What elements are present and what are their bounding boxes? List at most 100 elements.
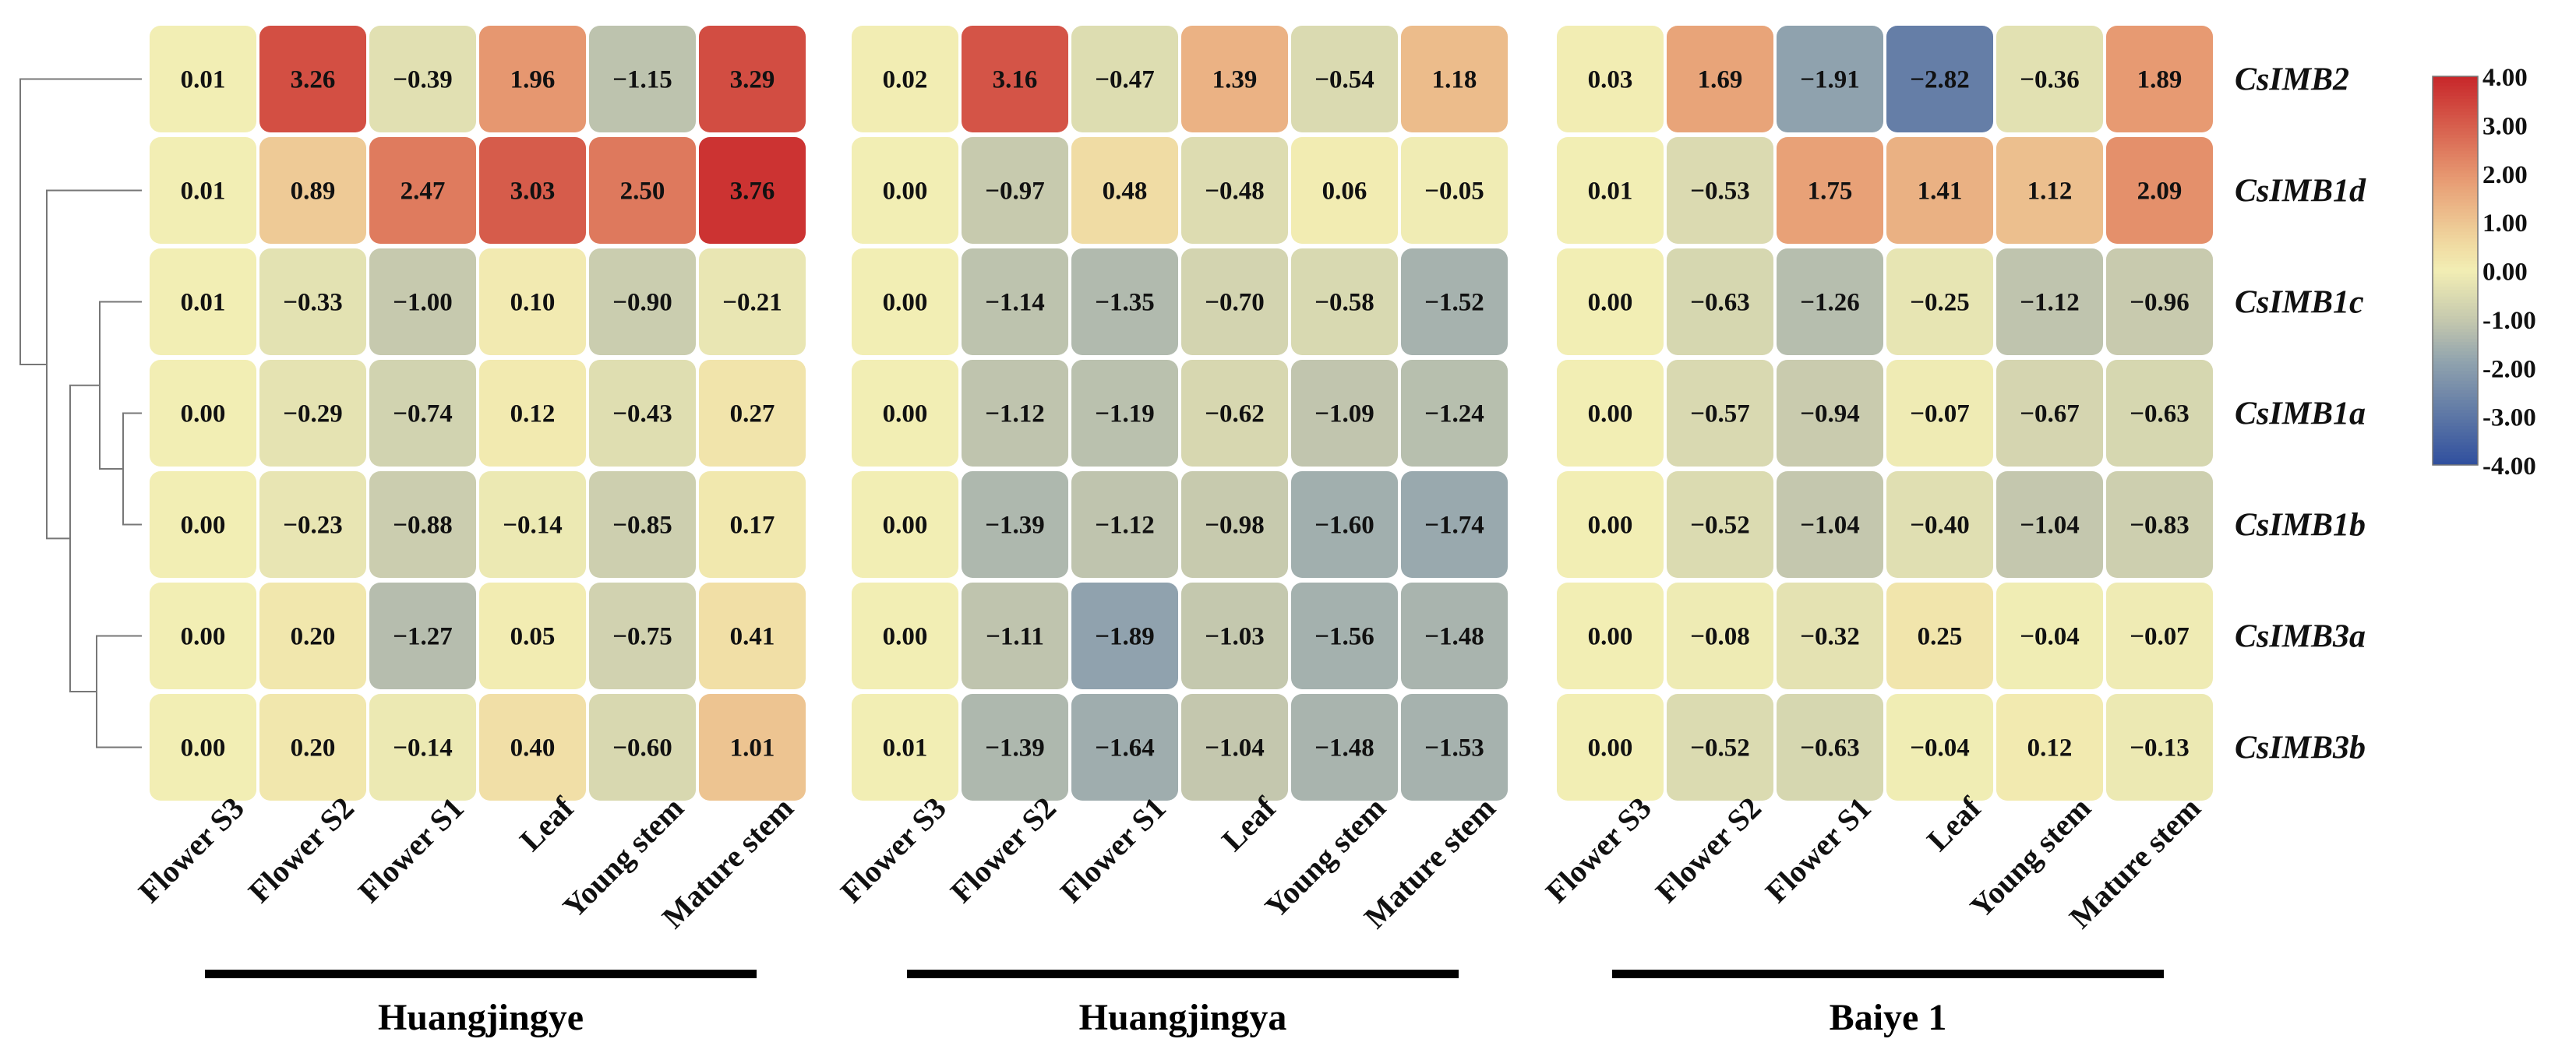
cell-value-label: 0.00	[883, 400, 928, 428]
cell-value-label: 1.89	[2137, 66, 2183, 94]
colorbar-segment	[2433, 131, 2478, 136]
tissue-label-flower-s3: Flower S3	[1539, 791, 1658, 910]
colorbar-segment	[2433, 309, 2478, 314]
colorbar-segment	[2433, 449, 2478, 453]
colorbar-segment	[2433, 76, 2478, 80]
cell-value-label: −1.04	[1205, 734, 1265, 762]
colorbar-segment	[2433, 86, 2478, 90]
cultivar-name-huangjingye: Huangjingye	[378, 997, 584, 1038]
cell-value-label: 0.00	[181, 512, 226, 540]
heatmap-cell	[1181, 26, 1288, 132]
colorbar-segment	[2433, 138, 2478, 142]
colorbar-segment	[2433, 361, 2478, 365]
heatmap-cell	[369, 360, 476, 467]
cell-value-label: −0.70	[1205, 289, 1265, 317]
colorbar-segment	[2433, 380, 2478, 385]
tissue-label-flower-s2: Flower S2	[944, 791, 1063, 910]
cell-value-label: 0.00	[181, 400, 226, 428]
heatmap-cell	[1996, 360, 2103, 467]
cell-value-label: −1.56	[1314, 623, 1374, 651]
colorbar-segment	[2433, 419, 2478, 424]
colorbar-segment	[2433, 319, 2478, 323]
cell-value-label: 0.00	[1588, 400, 1633, 428]
colorbar-segment	[2433, 183, 2478, 187]
colorbar-segment	[2433, 338, 2478, 343]
cell-value-label: 0.00	[883, 623, 928, 651]
heatmap-cell	[1401, 137, 1508, 244]
heatmap-cell	[1777, 137, 1883, 244]
colorbar-segment	[2433, 209, 2478, 213]
cell-value-label: −0.85	[612, 512, 672, 540]
heatmap-cell	[1181, 137, 1288, 244]
colorbar-segment	[2433, 296, 2478, 301]
heatmap-cell	[1401, 26, 1508, 132]
heatmap-cell	[259, 583, 366, 689]
colorbar-segment	[2433, 234, 2478, 239]
cell-value-label: 0.10	[510, 289, 556, 317]
cell-value-label: 3.16	[993, 66, 1038, 94]
cell-value-label: −1.52	[1424, 289, 1484, 317]
heatmap-cell	[479, 694, 586, 801]
cell-value-label: −0.07	[2130, 623, 2190, 651]
colorbar-segment	[2433, 206, 2478, 210]
cell-value-label: 1.39	[1212, 66, 1258, 94]
panel-baiye-1: 0.03 1.69 −1.91 −2.82 −0.36 1.89 0.01 −0.53 1.75…	[1539, 26, 2213, 1038]
cell-value-label: −0.57	[1690, 400, 1750, 428]
tissue-label-flower-s1: Flower S1	[351, 791, 471, 910]
heatmap-cell	[589, 248, 696, 355]
heatmap-cell	[150, 360, 256, 467]
cell-value-label: 3.26	[291, 66, 336, 94]
heatmap-panels: 0.01 3.26 −0.39 1.96 −1.15 3.29 0.01 0.89 2.47 3.…	[132, 26, 2213, 1038]
colorbar-segment	[2433, 270, 2478, 275]
colorbar-segment	[2433, 186, 2478, 191]
colorbar-tick-label: 4.00	[2482, 64, 2528, 92]
colorbar-segment	[2433, 322, 2478, 326]
colorbar-segment	[2433, 215, 2478, 220]
colorbar-segment	[2433, 400, 2478, 404]
cell-value-label: 3.76	[730, 178, 775, 206]
heatmap-cell	[962, 248, 1068, 355]
heatmap-cell	[1667, 137, 1773, 244]
cell-value-label: 3.29	[730, 66, 775, 94]
colorbar-segment	[2433, 111, 2478, 116]
colorbar-segment	[2433, 407, 2478, 410]
colorbar-segment	[2433, 167, 2478, 171]
dendrogram-branch	[69, 384, 100, 692]
cell-value-label: −1.91	[1800, 66, 1860, 94]
colorbar-segment	[2433, 121, 2478, 125]
cell-value-label: −1.35	[1095, 289, 1155, 317]
heatmap-cell	[699, 137, 806, 244]
heatmap-cell	[589, 583, 696, 689]
cell-value-label: −1.26	[1800, 289, 1860, 317]
cell-value-label: −1.14	[985, 289, 1045, 317]
colorbar-segment	[2433, 326, 2478, 329]
heatmap-cell	[589, 26, 696, 132]
heatmap-cell	[699, 360, 806, 467]
cell-value-label: 0.00	[1588, 512, 1633, 540]
heatmap-cell	[150, 137, 256, 244]
heatmap-cell	[1886, 137, 1993, 244]
cell-value-label: −0.60	[612, 734, 672, 762]
gene-label-csimb3b: CsIMB3b	[2235, 731, 2366, 766]
heatmap-cell	[1886, 471, 1993, 578]
heatmap-cell	[1996, 583, 2103, 689]
cell-value-label: −1.27	[393, 623, 453, 651]
colorbar-segment	[2433, 245, 2478, 248]
heatmap-cell	[479, 248, 586, 355]
cell-value-label: −0.07	[1910, 400, 1970, 428]
colorbar-segment	[2433, 396, 2478, 401]
colorbar-segment	[2433, 435, 2478, 440]
heatmap-cell	[2106, 583, 2213, 689]
heatmap-cell	[369, 137, 476, 244]
cell-value-label: −2.82	[1910, 66, 1970, 94]
heatmap-cell	[1291, 26, 1398, 132]
cell-value-label: −1.09	[1314, 400, 1374, 428]
cell-value-label: 0.05	[510, 623, 556, 651]
heatmap-cell	[1557, 471, 1664, 578]
cell-value-label: −1.12	[2020, 289, 2080, 317]
heatmap-cell	[369, 248, 476, 355]
heatmap-cell	[369, 471, 476, 578]
cell-value-label: −0.94	[1800, 400, 1860, 428]
cell-value-label: −0.67	[2020, 400, 2080, 428]
colorbar-segment	[2433, 222, 2478, 226]
